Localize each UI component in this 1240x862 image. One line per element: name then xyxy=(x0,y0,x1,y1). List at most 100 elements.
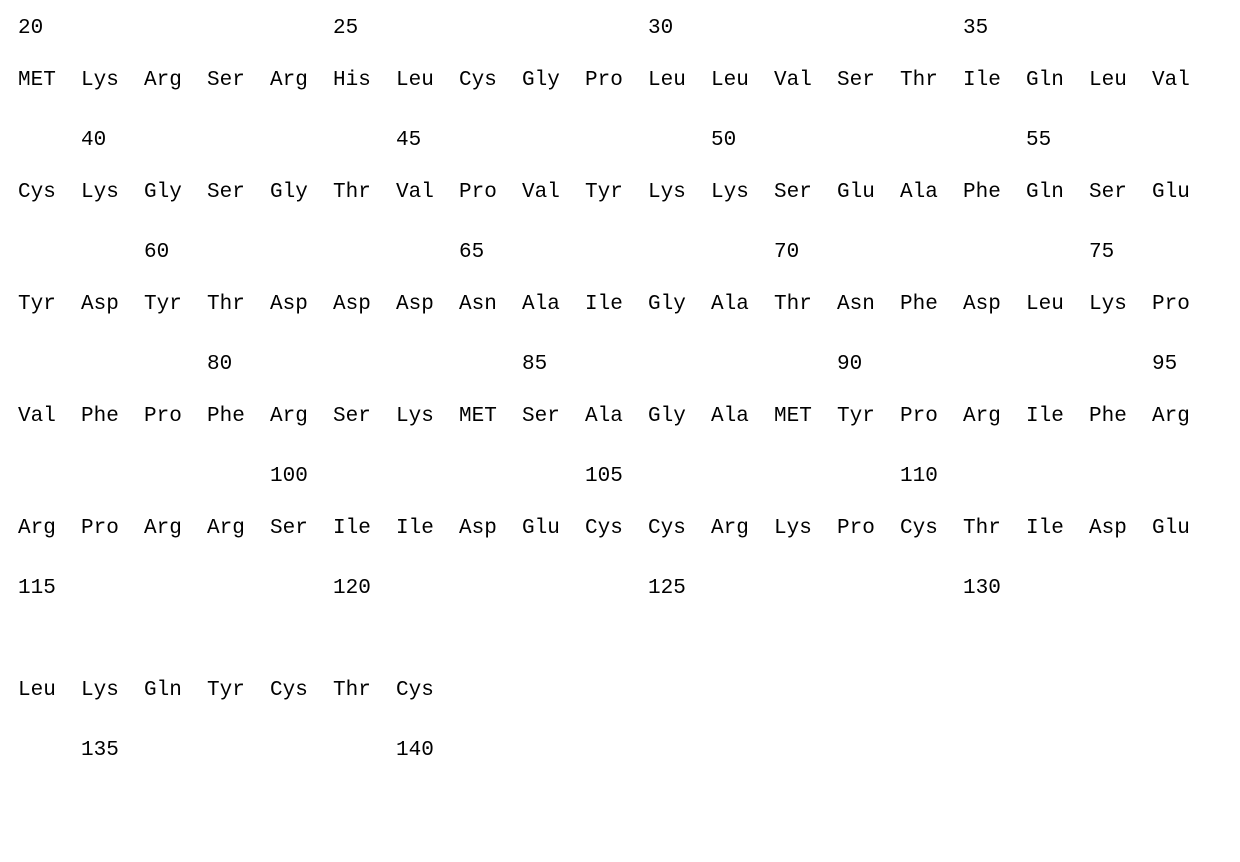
amino-acid: Lys xyxy=(81,679,144,702)
amino-acid: Tyr xyxy=(18,293,81,316)
position-number: 50 xyxy=(711,129,774,152)
amino-acid: Gly xyxy=(270,181,333,204)
amino-acid: Leu xyxy=(648,69,711,92)
position-number: 120 xyxy=(333,577,396,600)
amino-acid: Pro xyxy=(1152,293,1215,316)
amino-acid: Cys xyxy=(648,517,711,540)
position-number: 65 xyxy=(459,241,522,264)
amino-acid: Gly xyxy=(648,405,711,428)
amino-acid: Ile xyxy=(963,69,1026,92)
amino-acid: Lys xyxy=(711,181,774,204)
amino-acid: MET xyxy=(18,69,81,92)
amino-acid: Asp xyxy=(459,517,522,540)
position-number-row: 80859095 xyxy=(18,348,1222,380)
amino-acid: Tyr xyxy=(144,293,207,316)
amino-acid: Gly xyxy=(522,69,585,92)
amino-acid: Ser xyxy=(837,69,900,92)
amino-acid-row: TyrAspTyrThrAspAspAspAsnAlaIleGlyAlaThrA… xyxy=(18,288,1222,320)
amino-acid: Arg xyxy=(270,405,333,428)
amino-acid: Val xyxy=(396,181,459,204)
amino-acid: Phe xyxy=(1089,405,1152,428)
position-number-row: 115 120 125 130 xyxy=(18,572,1222,604)
amino-acid: Ala xyxy=(585,405,648,428)
amino-acid: Arg xyxy=(18,517,81,540)
amino-acid: Cys xyxy=(18,181,81,204)
amino-acid: Glu xyxy=(837,181,900,204)
amino-acid: Ala xyxy=(900,181,963,204)
position-number: 140 xyxy=(396,739,459,762)
amino-acid: Cys xyxy=(585,517,648,540)
amino-acid: Arg xyxy=(207,517,270,540)
amino-acid: His xyxy=(333,69,396,92)
amino-acid: Leu xyxy=(1026,293,1089,316)
amino-acid: Thr xyxy=(963,517,1026,540)
amino-acid: Leu xyxy=(18,679,81,702)
amino-acid: Arg xyxy=(1152,405,1215,428)
amino-acid: Arg xyxy=(144,69,207,92)
amino-acid: Asn xyxy=(459,293,522,316)
amino-acid: Pro xyxy=(459,181,522,204)
amino-acid: Thr xyxy=(900,69,963,92)
amino-acid: Val xyxy=(18,405,81,428)
amino-acid: Leu xyxy=(711,69,774,92)
position-number: 40 xyxy=(81,129,144,152)
amino-acid: Ile xyxy=(1026,517,1089,540)
amino-acid: Lys xyxy=(396,405,459,428)
amino-acid: Lys xyxy=(81,181,144,204)
position-number: 115 xyxy=(18,577,81,600)
position-number: 105 xyxy=(585,465,648,488)
amino-acid: Ala xyxy=(522,293,585,316)
amino-acid: Glu xyxy=(522,517,585,540)
amino-acid: Val xyxy=(1152,69,1215,92)
position-number: 110 xyxy=(900,465,963,488)
amino-acid: Pro xyxy=(585,69,648,92)
amino-acid: Leu xyxy=(1089,69,1152,92)
amino-acid: Lys xyxy=(648,181,711,204)
position-number: 135 xyxy=(81,739,144,762)
amino-acid: Tyr xyxy=(837,405,900,428)
amino-acid: Cys xyxy=(900,517,963,540)
amino-acid: Cys xyxy=(270,679,333,702)
position-number-row: 20253035 xyxy=(18,12,1222,44)
amino-acid: Thr xyxy=(774,293,837,316)
amino-acid: Arg xyxy=(144,517,207,540)
amino-acid: Ser xyxy=(522,405,585,428)
position-number: 85 xyxy=(522,353,585,376)
amino-acid: Thr xyxy=(333,679,396,702)
position-number: 80 xyxy=(207,353,270,376)
amino-acid-row: ValPheProPheArgSerLysMETSerAlaGlyAlaMETT… xyxy=(18,400,1222,432)
amino-acid: Arg xyxy=(270,69,333,92)
position-number: 20 xyxy=(18,17,81,40)
amino-acid: Glu xyxy=(1152,181,1215,204)
amino-acid: Ser xyxy=(1089,181,1152,204)
amino-acid: Ile xyxy=(1026,405,1089,428)
amino-acid-row: LeuLysGlnTyrCysThrCys xyxy=(18,674,1222,706)
amino-acid: Pro xyxy=(81,517,144,540)
position-number-row: 135 140 xyxy=(18,734,1222,766)
amino-acid: Lys xyxy=(81,69,144,92)
amino-acid: Pro xyxy=(144,405,207,428)
amino-acid: Ser xyxy=(207,69,270,92)
position-number: 100 xyxy=(270,465,333,488)
amino-acid: Ala xyxy=(711,405,774,428)
amino-acid: Ala xyxy=(711,293,774,316)
blank-gap xyxy=(18,624,1222,674)
position-number: 125 xyxy=(648,577,711,600)
position-number: 35 xyxy=(963,17,1026,40)
amino-acid: Lys xyxy=(1089,293,1152,316)
amino-acid: Val xyxy=(522,181,585,204)
position-number: 75 xyxy=(1089,241,1152,264)
amino-acid: Pro xyxy=(837,517,900,540)
amino-acid: Gly xyxy=(144,181,207,204)
position-number: 25 xyxy=(333,17,396,40)
position-number: 45 xyxy=(396,129,459,152)
amino-acid-row: METLysArgSerArgHisLeuCysGlyProLeuLeuValS… xyxy=(18,64,1222,96)
amino-acid: Leu xyxy=(396,69,459,92)
amino-acid-row: CysLysGlySerGlyThrValProValTyrLysLysSerG… xyxy=(18,176,1222,208)
position-number: 90 xyxy=(837,353,900,376)
amino-acid: Ser xyxy=(774,181,837,204)
amino-acid: Asp xyxy=(333,293,396,316)
amino-acid: Pro xyxy=(900,405,963,428)
position-number: 130 xyxy=(963,577,1026,600)
amino-acid: Tyr xyxy=(585,181,648,204)
